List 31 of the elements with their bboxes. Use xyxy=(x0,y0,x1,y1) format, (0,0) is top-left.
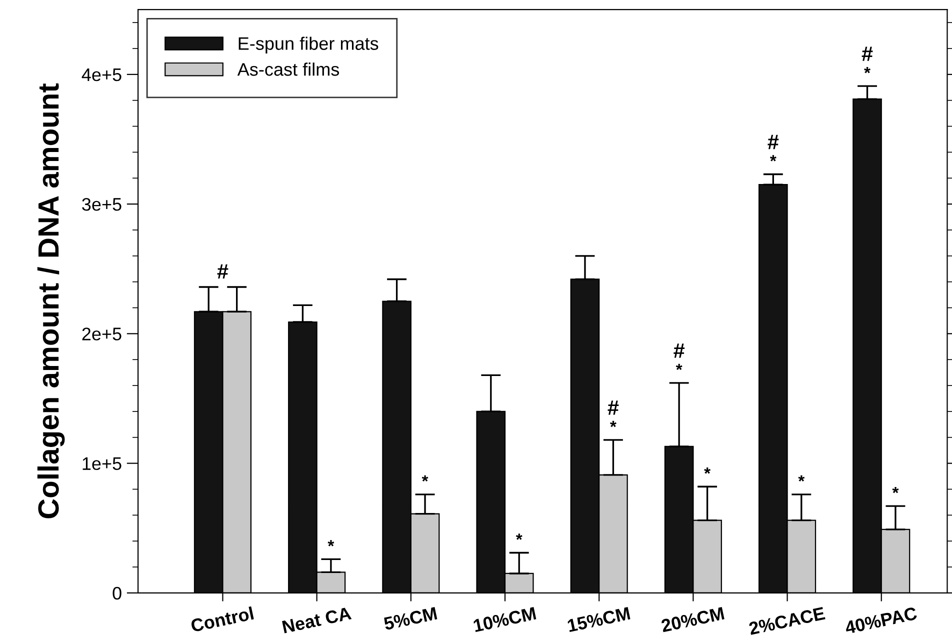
y-tick-label: 3e+5 xyxy=(82,198,122,211)
x-tick-label: Neat CA xyxy=(282,606,352,634)
y-axis-title: Collagen amount / DNA amount xyxy=(37,83,65,518)
y-tick-label: 2e+5 xyxy=(82,328,122,340)
y-tick-label: 0 xyxy=(112,586,122,600)
legend-label: E-spun fiber mats xyxy=(238,36,378,54)
annotation: # xyxy=(862,46,873,61)
annotation: * xyxy=(328,540,334,546)
annotation: * xyxy=(610,420,616,428)
annotation: # xyxy=(768,134,779,150)
annotation: * xyxy=(798,475,805,482)
x-tick-label: 10%CM xyxy=(473,606,536,632)
x-tick-label: 5%CM xyxy=(383,606,438,630)
annotation: * xyxy=(676,364,682,370)
annotation: * xyxy=(892,486,899,494)
x-tick-label: 2%CACE xyxy=(748,606,826,636)
x-tick-label: 40%PAC xyxy=(844,606,918,634)
annotation: * xyxy=(864,67,870,74)
annotation: * xyxy=(704,468,711,474)
annotation: # xyxy=(674,344,685,358)
y-tick-label: 1e+5 xyxy=(82,457,122,470)
annotation: * xyxy=(422,475,428,482)
annotation: * xyxy=(516,534,522,540)
annotation: * xyxy=(770,155,776,162)
annotation: # xyxy=(217,264,228,279)
annotation: # xyxy=(608,400,619,415)
legend-label: As-cast films xyxy=(237,62,340,76)
x-tick-label: 20%CM xyxy=(660,606,724,632)
y-tick-label: 4e+5 xyxy=(82,68,122,82)
x-tick-label: 15%CM xyxy=(567,606,630,632)
x-tick-label: Control xyxy=(190,606,254,632)
